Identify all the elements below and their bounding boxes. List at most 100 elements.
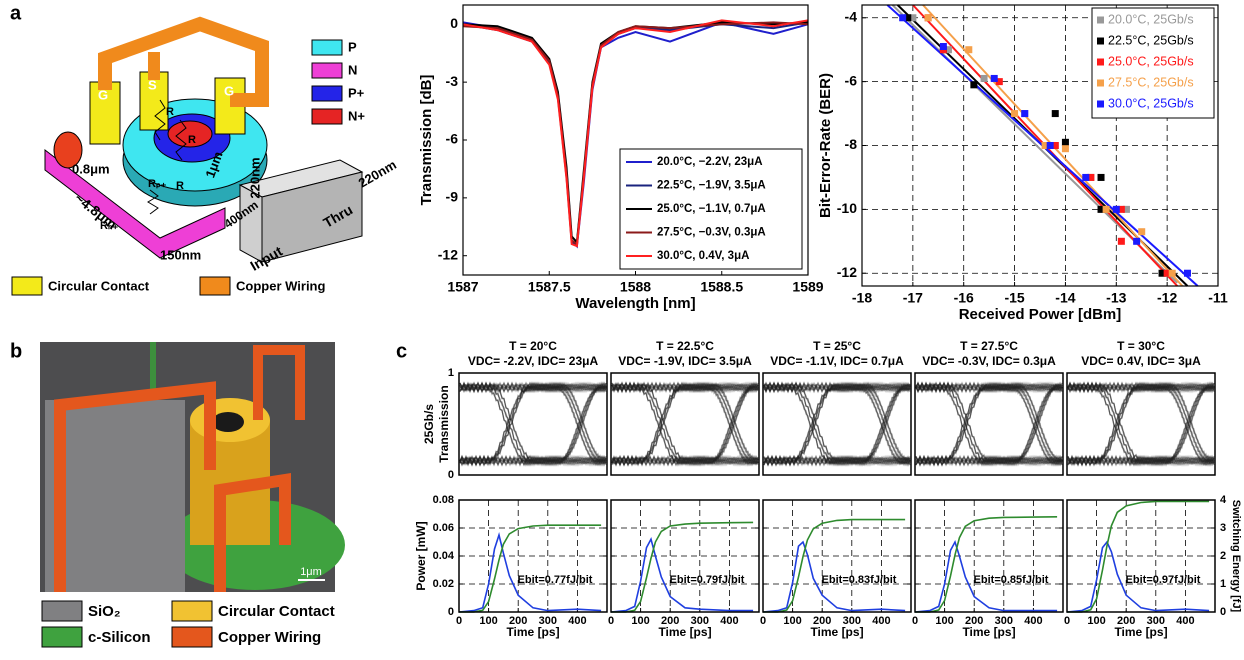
eye-trace (611, 454, 759, 463)
eye-trace (611, 386, 759, 467)
x-tick-label: 1587.5 (528, 279, 571, 295)
eye-trace (915, 385, 1063, 467)
eye-trace (1067, 385, 1215, 467)
eye-trace (763, 385, 911, 467)
eye-trace (763, 385, 911, 467)
eye-trace (611, 385, 759, 394)
eye-trace (763, 381, 911, 463)
eye-trace (763, 385, 911, 467)
eye-trace (1067, 454, 1215, 463)
x-tick-label: 200 (661, 615, 679, 627)
annotation: Ebit=0.79fJ/bit (670, 574, 745, 586)
legend-swatch (311, 85, 343, 102)
eye-trace (1067, 383, 1215, 392)
y-tick-label: -10 (837, 200, 857, 216)
eye-trace (915, 381, 1063, 390)
eye-trace (915, 383, 1063, 392)
electrode-label: G (98, 87, 108, 102)
eye-trace (763, 385, 911, 467)
panel-label: b (10, 340, 22, 362)
point (1082, 173, 1090, 181)
x-tick-label: -11 (1208, 290, 1228, 306)
x-axis-label: Time [ps] (962, 625, 1015, 639)
eye-trace (611, 383, 759, 465)
eye-trace (915, 385, 1063, 467)
eye-trace (611, 458, 759, 467)
eye-trace (763, 381, 911, 463)
legend-label: 25.0°C, −1.1V, 0.7μA (657, 203, 766, 215)
eye-trace (459, 456, 607, 465)
eye-trace (459, 385, 607, 394)
x-tick-label: 1588.5 (700, 279, 743, 295)
eye-trace (763, 385, 911, 394)
point (970, 81, 978, 89)
series-line (458, 532, 602, 613)
waveguide-side (261, 171, 363, 263)
eye-trace (459, 383, 607, 465)
legend-marker (1097, 16, 1104, 24)
eye-trace (763, 385, 911, 467)
eye-trace (763, 383, 911, 465)
eye-trace (459, 381, 607, 463)
legend-marker (1097, 79, 1104, 87)
x-tick-label: 200 (965, 615, 983, 627)
dimension: 150nm (160, 247, 201, 262)
point (1087, 173, 1095, 181)
eye-trace (915, 381, 1063, 463)
point (1112, 205, 1120, 213)
eye-trace (459, 381, 607, 462)
eye-trace (763, 385, 911, 394)
eye-trace (611, 385, 759, 465)
electrode-label: S (148, 77, 157, 92)
eye-trace (915, 383, 1063, 465)
eye-trace (915, 385, 1063, 467)
eye-trace (459, 383, 607, 465)
y-tick-label: -12 (837, 264, 857, 280)
eye-trace (763, 386, 911, 467)
eye-trace (763, 454, 911, 463)
point (980, 74, 988, 82)
eye-subtitle: VDC= -2.2V, IDC= 23μA (468, 354, 599, 368)
y-tick-label: 0.02 (433, 578, 454, 590)
y-axis-label: Transmission (437, 385, 451, 462)
x-tick-label: 200 (1117, 615, 1135, 627)
n-region (44, 148, 226, 259)
plot-background (763, 373, 911, 475)
eye-trace (763, 454, 911, 463)
x-tick-label: 300 (843, 615, 861, 627)
eye-trace (611, 383, 759, 465)
eye-subtitle: VDC= -1.9V, IDC= 3.5μA (618, 354, 752, 368)
x-tick-label: 0 (1064, 615, 1070, 627)
copper-wiring (98, 16, 269, 107)
legend-label: 30.0°C, 0.4V, 3μA (657, 250, 749, 262)
x-tick-label: 400 (1176, 615, 1194, 627)
eye-trace (611, 383, 759, 465)
eye-subtitle: VDC= 0.4V, IDC= 3μA (1081, 354, 1201, 368)
eye-trace (915, 383, 1063, 392)
eye-trace (459, 383, 607, 465)
annotation: Ebit=0.77fJ/bit (518, 574, 593, 586)
x-tick-label: 300 (691, 615, 709, 627)
point (1117, 237, 1125, 245)
legend-swatch (41, 600, 83, 622)
eye-trace (763, 381, 911, 463)
y-tick-label: -6 (845, 72, 858, 88)
eye-trace (915, 385, 1063, 394)
x-tick-label: 300 (1147, 615, 1165, 627)
eye-trace (915, 458, 1063, 467)
y2-axis-label: Switching Energy [fJ] (1230, 500, 1242, 613)
sem-image: 1μm (40, 342, 345, 592)
contact-pillar (89, 81, 121, 145)
eye-trace (763, 383, 911, 465)
dimension: 220nm (247, 157, 262, 198)
legend-label: N (348, 62, 357, 77)
eye-trace (763, 381, 911, 390)
eye-trace (915, 381, 1063, 463)
point (1021, 110, 1029, 118)
plot-frame (458, 499, 608, 613)
y2-tick-label: 2 (1220, 550, 1226, 562)
eye-trace (459, 383, 607, 464)
point (1168, 269, 1176, 277)
point (899, 14, 907, 22)
eye-trace (459, 381, 607, 463)
